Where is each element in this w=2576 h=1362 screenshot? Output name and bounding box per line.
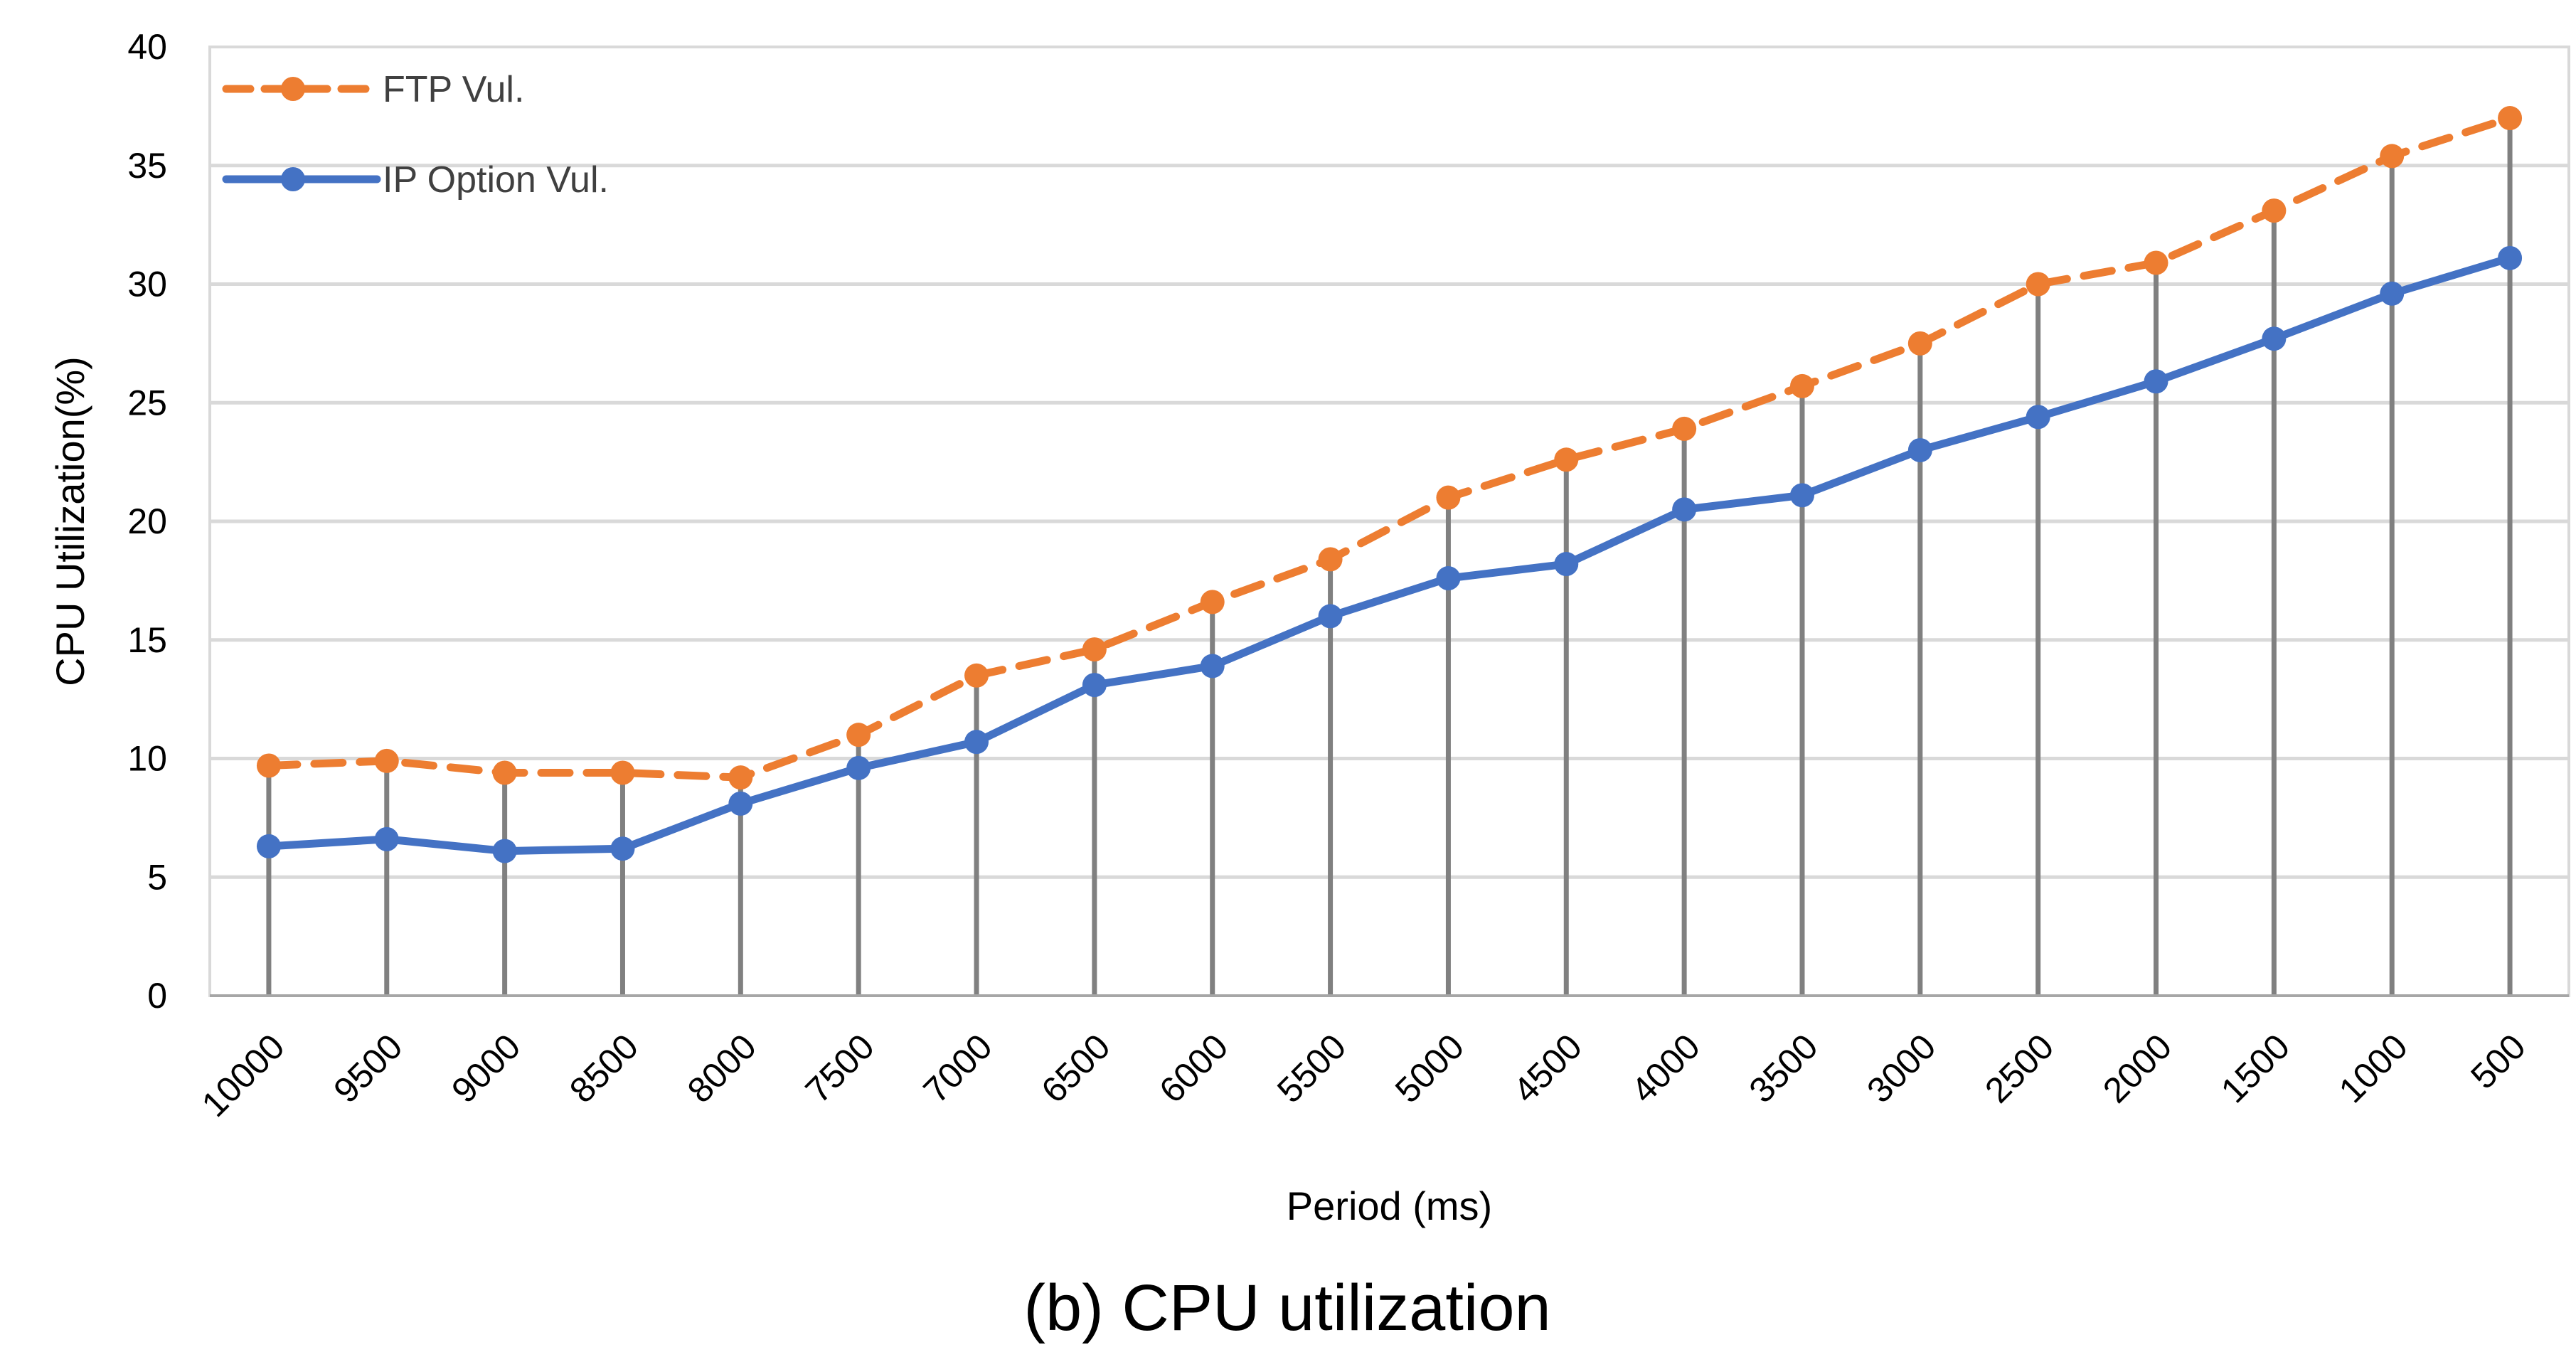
data-point-0 [1436, 485, 1461, 510]
x-tick-label: 7500 [798, 1026, 882, 1110]
data-point-0 [1789, 373, 1814, 398]
data-point-0 [846, 723, 871, 747]
data-point-1 [728, 791, 753, 816]
x-tick-label: 500 [2463, 1026, 2533, 1097]
legend-marker-0 [281, 77, 305, 101]
data-point-1 [256, 834, 281, 858]
data-point-1 [374, 826, 399, 851]
data-point-0 [2026, 272, 2050, 297]
series-line-0 [265, 114, 2514, 782]
legend-label-0: FTP Vul. [383, 69, 524, 110]
y-tick-label: 15 [127, 620, 167, 660]
x-tick-label: 10000 [194, 1026, 292, 1124]
x-axis-label: Period (ms) [1287, 1183, 1492, 1228]
y-tick-label: 5 [147, 857, 167, 897]
data-point-1 [1318, 604, 1343, 629]
data-point-0 [964, 663, 989, 688]
data-point-1 [1907, 437, 1932, 462]
data-point-1 [2498, 245, 2523, 270]
legend-marker-1 [281, 167, 305, 191]
x-tick-label: 1500 [2213, 1026, 2297, 1110]
data-point-0 [1554, 447, 1579, 472]
data-point-1 [610, 836, 635, 861]
x-tick-label: 1000 [2331, 1026, 2415, 1110]
data-point-0 [256, 753, 281, 778]
data-point-1 [2380, 281, 2405, 306]
y-tick-label: 10 [127, 739, 167, 779]
data-point-0 [728, 765, 753, 790]
data-point-1 [2026, 405, 2050, 430]
y-tick-label: 40 [127, 27, 167, 67]
data-point-0 [2262, 198, 2287, 223]
data-point-0 [2498, 106, 2523, 131]
x-tick-label: 4500 [1506, 1026, 1590, 1110]
data-point-1 [1554, 552, 1579, 577]
data-point-1 [1200, 654, 1225, 679]
data-point-1 [1789, 483, 1814, 508]
x-tick-label: 6000 [1151, 1026, 1235, 1110]
y-tick-label: 35 [127, 146, 167, 186]
series-line-1 [265, 254, 2514, 856]
legend-label-1: IP Option Vul. [383, 159, 609, 201]
data-point-1 [846, 755, 871, 780]
data-point-0 [2144, 250, 2168, 275]
x-tick-label: 8000 [680, 1026, 764, 1110]
data-point-1 [492, 839, 517, 863]
data-point-1 [2144, 369, 2168, 394]
x-tick-label: 2500 [1977, 1026, 2061, 1110]
x-tick-label: 8500 [562, 1026, 646, 1110]
data-point-0 [1082, 637, 1107, 662]
x-tick-label: 4000 [1624, 1026, 1708, 1110]
x-tick-label: 7000 [916, 1026, 1000, 1110]
x-tick-label: 2000 [2095, 1026, 2179, 1110]
data-point-1 [1436, 566, 1461, 591]
x-tick-label: 3500 [1742, 1026, 1826, 1110]
y-tick-label: 0 [147, 976, 167, 1016]
data-point-1 [964, 730, 989, 755]
data-point-0 [1907, 331, 1932, 356]
data-point-1 [2262, 326, 2287, 351]
x-tick-label: 9500 [326, 1026, 410, 1110]
y-tick-label: 25 [127, 383, 167, 422]
y-tick-label: 30 [127, 265, 167, 304]
legend: FTP Vul. IP Option Vul. [222, 69, 609, 201]
series-layer [256, 106, 2523, 863]
data-point-0 [1672, 416, 1697, 441]
data-point-0 [610, 760, 635, 785]
data-point-0 [492, 760, 517, 785]
data-point-1 [1672, 497, 1697, 522]
x-tick-label: 6500 [1033, 1026, 1117, 1110]
y-axis-label: CPU Utilization(%) [48, 356, 92, 686]
y-tick-label: 20 [127, 501, 167, 541]
data-point-1 [1082, 673, 1107, 698]
data-point-0 [1318, 547, 1343, 572]
data-point-0 [374, 748, 399, 773]
data-point-0 [1200, 590, 1225, 615]
chart-title: (b) CPU utilization [1023, 1272, 1550, 1344]
data-point-0 [2380, 144, 2405, 169]
x-tick-label: 5000 [1388, 1026, 1471, 1110]
drop-lines-layer [266, 118, 2513, 996]
x-tick-label: 5500 [1270, 1026, 1353, 1110]
x-tick-label: 9000 [444, 1026, 528, 1110]
x-tick-label: 3000 [1859, 1026, 1943, 1110]
